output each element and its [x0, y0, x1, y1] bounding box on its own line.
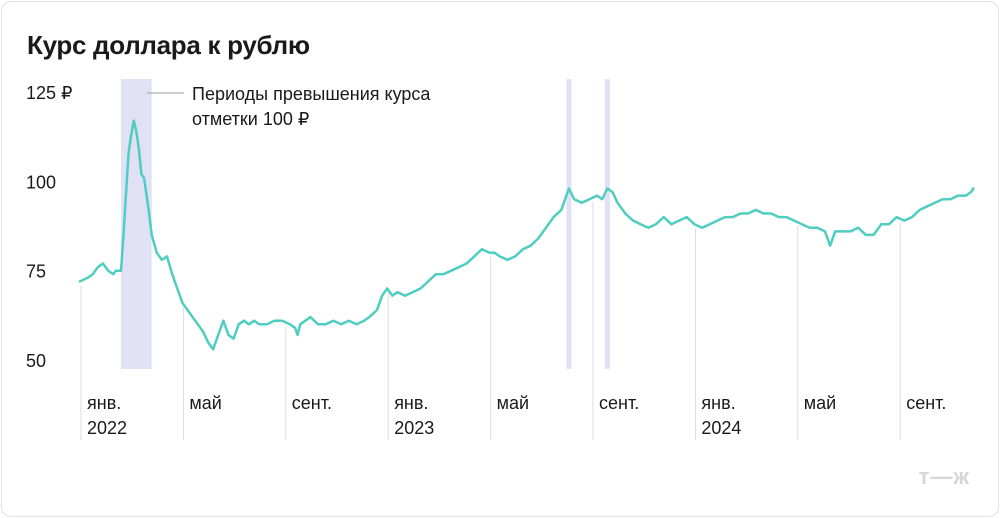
x-year-label-7: 2024: [701, 418, 741, 438]
legend-text: Периоды превышения курса отметки 100 ₽: [192, 84, 435, 129]
y-axis: 125 ₽ 100 75 50: [26, 83, 73, 371]
x-year-label-4: 2023: [394, 418, 434, 438]
band-1: [120, 79, 152, 369]
y-tick-label-2: 100: [26, 172, 56, 192]
legend: Периоды превышения курса отметки 100 ₽: [147, 84, 435, 129]
brand-logo: т—ж: [918, 464, 970, 489]
series-line: [78, 119, 975, 351]
y-tick-label-3: 75: [26, 262, 46, 282]
tick-gridlines: [80, 202, 901, 440]
band-2: [566, 79, 572, 369]
x-tick-label-6: сент.: [599, 393, 639, 413]
chart-title: Курс доллара к рублю: [27, 30, 310, 60]
x-tick-label-7: янв.: [701, 393, 735, 413]
x-tick-label-2: май: [189, 393, 221, 413]
x-tick-label-1: янв.: [87, 393, 121, 413]
y-tick-label-1: 125 ₽: [26, 83, 73, 103]
legend-line-2: отметки 100 ₽: [192, 109, 309, 129]
y-tick-label-4: 50: [26, 351, 46, 371]
x-tick-label-9: сент.: [906, 393, 946, 413]
x-axis: янв. 2022 май сент. янв. 2023 май сент. янв. 2024…: [87, 393, 946, 438]
x-tick-label-3: сент.: [292, 393, 332, 413]
x-tick-label-5: май: [497, 393, 529, 413]
x-tick-label-4: янв.: [394, 393, 428, 413]
x-year-label-1: 2022: [87, 418, 127, 438]
x-tick-label-8: май: [804, 393, 836, 413]
band-3: [604, 79, 610, 369]
legend-line-1: Периоды превышения курса: [192, 84, 431, 104]
